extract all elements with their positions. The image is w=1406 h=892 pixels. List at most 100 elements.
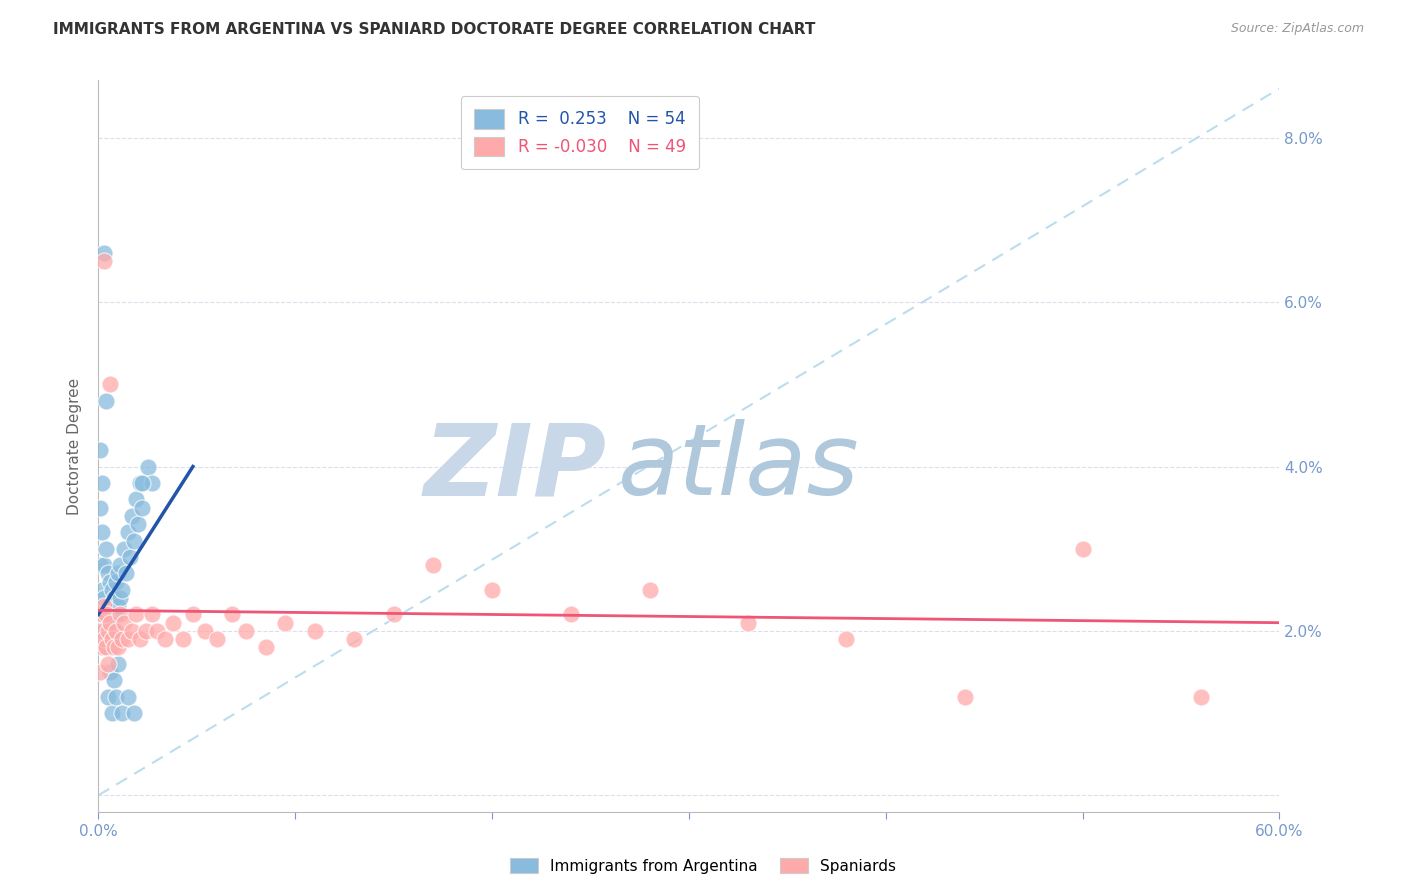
Point [835,632,858,647]
Point [117,525,139,540]
Point [121,508,143,523]
Point [638,582,661,597]
Point [91,582,114,597]
Point [96,541,118,556]
Point [96,640,118,655]
Point [101,632,124,647]
Point [91,607,114,622]
Point [98,615,121,630]
Point [89,665,111,679]
Point [112,615,135,630]
Point [107,599,129,614]
Point [953,690,976,704]
Point [194,624,217,638]
Point [105,574,128,589]
Point [146,624,169,638]
Point [121,624,143,638]
Point [96,640,118,655]
Point [105,624,128,638]
Point [136,459,159,474]
Point [382,607,405,622]
Point [117,632,139,647]
Point [162,615,184,630]
Point [141,475,163,490]
Legend: Immigrants from Argentina, Spaniards: Immigrants from Argentina, Spaniards [503,852,903,880]
Point [97,566,120,581]
Point [128,632,150,647]
Point [111,582,134,597]
Point [560,607,582,622]
Point [131,500,153,515]
Point [125,607,148,622]
Point [141,607,163,622]
Point [91,475,114,490]
Point [98,377,121,392]
Point [89,443,111,458]
Point [111,706,134,720]
Point [103,673,125,688]
Point [118,549,141,564]
Point [127,517,149,532]
Point [103,591,125,605]
Point [98,574,121,589]
Point [107,657,129,671]
Point [89,558,111,573]
Point [1189,690,1212,704]
Point [93,558,115,573]
Point [274,615,297,630]
Point [97,657,120,671]
Point [97,599,120,614]
Point [96,393,118,408]
Point [422,558,444,573]
Point [103,640,125,655]
Point [98,640,121,655]
Point [93,632,115,647]
Point [221,607,243,622]
Point [93,624,115,638]
Point [97,624,120,638]
Point [89,500,111,515]
Point [98,607,121,622]
Point [122,533,145,548]
Point [172,632,194,647]
Point [108,607,131,622]
Point [101,582,124,597]
Point [105,607,128,622]
Point [131,475,153,490]
Point [93,599,115,614]
Text: ZIP: ZIP [423,419,606,516]
Point [181,607,204,622]
Point [96,607,118,622]
Text: atlas: atlas [619,419,859,516]
Point [108,591,131,605]
Point [481,582,503,597]
Point [101,615,124,630]
Point [205,632,228,647]
Point [343,632,366,647]
Point [96,607,118,622]
Point [117,690,139,704]
Point [108,558,131,573]
Point [254,640,277,655]
Point [1071,541,1094,556]
Point [111,632,134,647]
Point [97,632,120,647]
Point [103,624,125,638]
Point [89,624,111,638]
Point [115,566,138,581]
Text: IMMIGRANTS FROM ARGENTINA VS SPANIARD DOCTORATE DEGREE CORRELATION CHART: IMMIGRANTS FROM ARGENTINA VS SPANIARD DO… [53,22,815,37]
Text: Source: ZipAtlas.com: Source: ZipAtlas.com [1230,22,1364,36]
Point [105,690,128,704]
Point [235,624,257,638]
Point [122,706,145,720]
Legend: R =  0.253    N = 54, R = -0.030    N = 49: R = 0.253 N = 54, R = -0.030 N = 49 [461,96,699,169]
Point [98,665,121,679]
Point [125,492,148,507]
Point [128,475,150,490]
Point [135,624,157,638]
Point [91,525,114,540]
Point [737,615,759,630]
Point [101,706,124,720]
Point [93,254,115,268]
Point [304,624,326,638]
